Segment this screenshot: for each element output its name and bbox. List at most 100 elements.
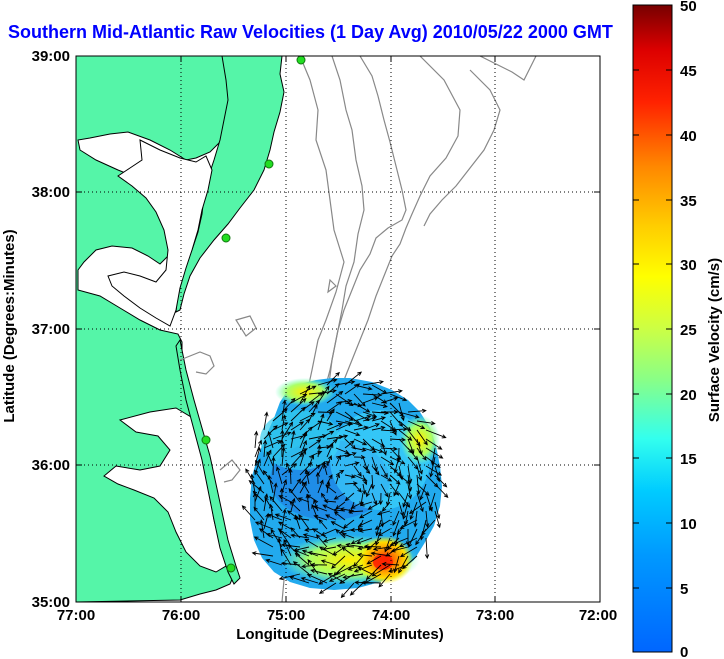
velocity-arrow xyxy=(375,519,382,537)
velocity-arrow xyxy=(389,474,401,485)
velocity-arrow xyxy=(272,482,278,503)
x-axis-label: Longitude (Degrees:Minutes) xyxy=(236,626,444,643)
velocity-arrow xyxy=(353,393,366,407)
velocity-arrow xyxy=(330,521,346,530)
velocity-arrow xyxy=(419,483,427,501)
velocity-arrow xyxy=(366,555,382,565)
velocity-arrow xyxy=(254,439,263,458)
velocity-arrow xyxy=(425,438,443,450)
velocity-arrow xyxy=(398,402,405,422)
y-tick-label: 37:00 xyxy=(32,321,70,338)
velocity-arrow xyxy=(344,492,355,502)
velocity-arrow xyxy=(290,533,310,539)
velocity-arrow xyxy=(299,439,307,458)
velocity-arrow xyxy=(335,422,353,431)
velocity-arrow xyxy=(371,447,384,453)
velocity-arrow xyxy=(344,420,363,427)
velocity-arrow xyxy=(398,555,409,574)
x-tick-label: 74:00 xyxy=(372,607,410,624)
velocity-arrow xyxy=(308,439,322,449)
velocity-arrow xyxy=(344,452,357,458)
velocity-arrow xyxy=(434,474,448,488)
velocity-arrow xyxy=(308,403,318,422)
velocity-arrow xyxy=(266,451,274,467)
velocity-arrow xyxy=(344,461,360,467)
velocity-arrow xyxy=(293,549,310,557)
x-tick-label: 76:00 xyxy=(162,607,200,624)
velocity-arrow xyxy=(245,468,256,485)
velocity-arrow xyxy=(290,421,305,431)
velocity-arrow xyxy=(335,564,355,575)
velocity-arrow xyxy=(326,474,333,485)
velocity-arrow xyxy=(254,521,274,530)
velocity-arrow xyxy=(353,465,362,477)
velocity-arrow xyxy=(392,519,400,537)
colorbar-label: Surface Velocity (cm/s) xyxy=(706,258,723,422)
velocity-arrow xyxy=(371,456,378,472)
velocity-arrow xyxy=(376,510,391,516)
velocity-arrow xyxy=(349,582,364,596)
y-tick-label: 39:00 xyxy=(32,48,70,65)
velocity-arrow xyxy=(407,420,426,429)
velocity-arrow xyxy=(306,574,328,584)
velocity-arrow xyxy=(408,528,418,548)
velocity-arrow xyxy=(371,465,380,476)
velocity-arrow xyxy=(336,543,355,549)
x-tick-label: 72:00 xyxy=(579,607,617,624)
velocity-arrow xyxy=(399,519,418,529)
velocity-arrow xyxy=(315,471,321,485)
velocity-arrow xyxy=(392,510,400,526)
colorbar-ticks xyxy=(633,69,672,589)
velocity-arrow xyxy=(317,444,322,458)
velocity-arrow xyxy=(358,528,373,533)
velocity-hotspot-core xyxy=(373,554,393,570)
velocity-arrow xyxy=(304,468,310,485)
velocity-arrow xyxy=(326,390,344,404)
velocity-arrow xyxy=(357,545,373,551)
velocity-arrow xyxy=(289,500,301,512)
velocity-arrow xyxy=(315,534,328,548)
velocity-arrow xyxy=(380,465,388,478)
velocity-arrow xyxy=(402,501,409,520)
velocity-arrow xyxy=(281,446,286,467)
site-marker xyxy=(226,563,236,573)
velocity-arrow xyxy=(381,409,399,415)
velocity-arrow xyxy=(288,487,301,503)
colorbar-tick-label: 25 xyxy=(680,322,697,339)
velocity-arrow xyxy=(253,536,274,548)
velocity-arrow xyxy=(308,464,321,476)
velocity-arrow xyxy=(416,465,423,482)
velocity-arrow xyxy=(362,423,380,431)
colorbar-tick-label: 0 xyxy=(680,644,688,659)
velocity-arrow xyxy=(425,465,443,476)
velocity-arrow xyxy=(299,430,308,449)
velocity-arrow xyxy=(275,466,283,485)
velocity-arrow xyxy=(325,484,337,494)
velocity-arrow xyxy=(424,537,430,560)
velocity-arrow xyxy=(380,396,399,404)
y-tick-label: 38:00 xyxy=(32,184,70,201)
velocity-arrow xyxy=(268,503,274,521)
velocity-arrow xyxy=(389,402,405,418)
velocity-arrow xyxy=(357,566,373,575)
velocity-arrow xyxy=(353,555,364,568)
velocity-arrow xyxy=(416,456,423,475)
velocity-arrow xyxy=(380,483,389,498)
velocity-arrow xyxy=(254,430,259,449)
velocity-arrow xyxy=(353,402,371,413)
velocity-arrow xyxy=(416,447,427,461)
velocity-arrow xyxy=(292,561,310,575)
colorbar-gradient xyxy=(632,4,673,653)
velocity-arrow xyxy=(326,423,343,431)
velocity-arrow xyxy=(308,399,321,413)
map-title: Southern Mid-Atlantic Raw Velocities (1 … xyxy=(8,22,613,42)
velocity-arrow-field xyxy=(241,371,449,599)
velocity-arrow xyxy=(402,492,409,508)
velocity-arrow xyxy=(344,371,363,386)
velocity-arrow xyxy=(335,380,356,386)
velocity-arrow xyxy=(350,537,364,545)
velocity-arrow xyxy=(389,420,397,436)
velocity-arrow xyxy=(326,401,343,413)
velocity-arrow xyxy=(335,447,350,454)
velocity-arrow xyxy=(253,506,265,521)
